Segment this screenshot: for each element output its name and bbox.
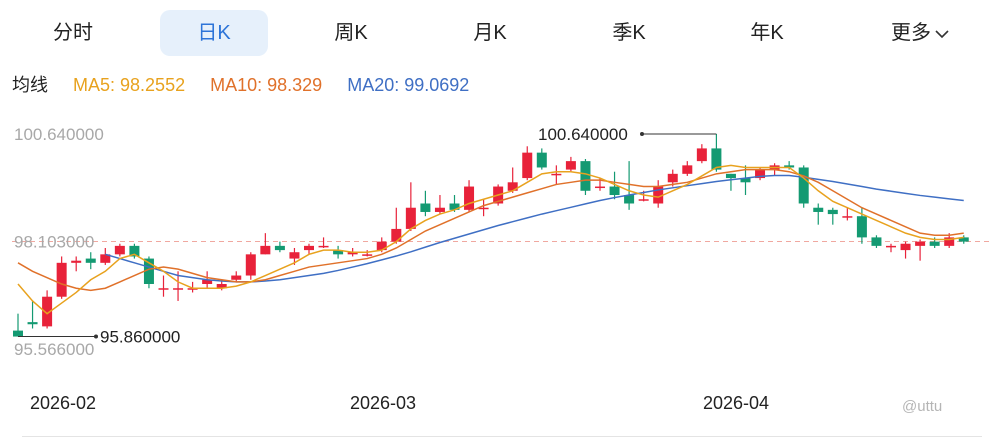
candle-body — [711, 148, 722, 170]
candle-body — [420, 203, 431, 212]
candle-body — [944, 237, 955, 246]
candle-body — [624, 195, 635, 204]
candle-body — [464, 186, 475, 210]
tab-yearly-k[interactable]: 年K — [750, 22, 784, 44]
candle-body — [900, 243, 911, 251]
candle-body — [696, 148, 707, 162]
candle-body — [100, 254, 111, 263]
tab-daily-k[interactable]: 日K — [160, 10, 268, 56]
candle-body — [522, 152, 533, 179]
candle-body — [187, 288, 198, 290]
candle-body — [304, 245, 314, 251]
candle-body — [289, 252, 300, 259]
candle-body — [173, 288, 184, 290]
candle-body — [755, 169, 766, 179]
candle-body — [638, 199, 649, 201]
candle-body — [682, 165, 693, 174]
candle-body — [405, 207, 416, 229]
ma20-value: MA20: 99.0692 — [347, 75, 470, 95]
candle-body — [842, 216, 853, 218]
y-axis-label: 98.103000 — [14, 233, 94, 252]
candle-body — [507, 182, 518, 191]
tab-quarterly-k[interactable]: 季K — [612, 22, 646, 44]
ma-legend: 均线 MA5: 98.2552 MA10: 98.329 MA20: 99.06… — [12, 72, 489, 98]
x-tick-label: 2026-03 — [350, 393, 417, 413]
candle-body — [114, 245, 125, 255]
candle-body — [333, 250, 344, 255]
candle-body — [71, 260, 82, 263]
candle-body — [595, 186, 605, 189]
candle-body — [565, 161, 576, 170]
candle-body — [609, 186, 620, 196]
candle-body — [376, 241, 387, 251]
period-tabs: 分时 日K 周K 月K 季K 年K 更多 — [0, 10, 999, 58]
candle-body — [143, 258, 154, 284]
y-axis-label: 95.566000 — [14, 340, 94, 359]
tab-intraday[interactable]: 分时 — [53, 22, 93, 44]
candle-body — [725, 173, 736, 179]
candle-body — [362, 254, 373, 256]
candle-body — [42, 296, 53, 327]
y-axis-label: 100.640000 — [14, 125, 104, 144]
candle-body — [740, 178, 751, 183]
candle-body — [813, 207, 824, 212]
candle-body — [580, 161, 591, 191]
candle-body — [85, 258, 96, 263]
candle-body — [158, 288, 169, 290]
candle-body — [318, 245, 329, 248]
candle-body — [827, 209, 838, 215]
candle-body — [231, 275, 242, 280]
candle-body — [929, 241, 940, 246]
candle-body — [260, 245, 271, 255]
ma10-value: MA10: 98.329 — [210, 75, 323, 95]
x-tick-label: 2026-02 — [30, 393, 97, 413]
watermark: @uttu — [902, 398, 943, 415]
candle-body — [798, 167, 809, 204]
candle-body — [667, 173, 678, 183]
tab-weekly-k[interactable]: 周K — [334, 22, 368, 44]
candle-body — [449, 203, 460, 210]
candle-body — [915, 241, 926, 246]
candle-body — [784, 165, 795, 168]
divider — [22, 436, 982, 437]
more-label: 更多 — [891, 22, 931, 44]
candle-body — [202, 279, 213, 284]
candle-body — [551, 173, 562, 176]
candle-body — [653, 186, 664, 204]
candle-body — [871, 237, 882, 246]
ma-legend-title: 均线 — [12, 75, 48, 95]
candle-body — [536, 152, 547, 168]
candle-body — [347, 252, 358, 255]
candle-body — [56, 262, 67, 297]
more-dropdown[interactable]: 更多 — [880, 10, 960, 56]
chevron-down-icon — [935, 30, 949, 38]
max-value-label: 100.640000 — [538, 125, 628, 144]
max-marker-dot — [640, 132, 644, 136]
candle-body — [434, 207, 445, 212]
candle-body — [958, 237, 969, 242]
candle-body — [856, 216, 867, 238]
tab-monthly-k[interactable]: 月K — [473, 22, 507, 44]
x-tick-label: 2026-04 — [703, 393, 770, 413]
candle-body — [216, 284, 227, 289]
candle-body — [391, 228, 402, 242]
ma10-line — [17, 168, 964, 292]
ma5-line — [17, 164, 964, 315]
ma5-value: MA5: 98.2552 — [73, 75, 186, 95]
kline-chart[interactable]: 100.640000 98.103000 95.566000 100.640000 95… — [0, 110, 999, 390]
min-marker-dot — [94, 334, 98, 339]
candle-body — [274, 245, 285, 251]
candle-body — [27, 322, 38, 325]
candle-body — [886, 245, 896, 248]
candle-body — [129, 245, 140, 257]
candle-body — [13, 330, 23, 337]
candle-body — [478, 207, 489, 210]
min-value-label: 95.860000 — [100, 328, 180, 347]
candle-body — [245, 254, 256, 276]
